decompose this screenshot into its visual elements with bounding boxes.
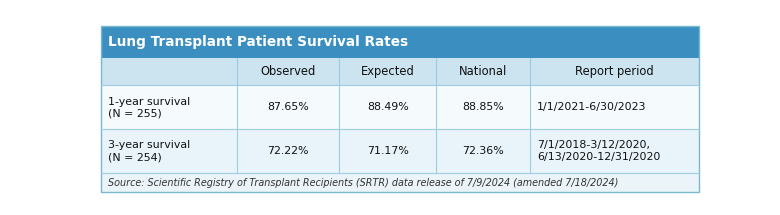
Text: Lung Transplant Patient Survival Rates: Lung Transplant Patient Survival Rates	[108, 35, 409, 49]
Text: 88.85%: 88.85%	[462, 102, 504, 112]
Text: 1-year survival
(N = 255): 1-year survival (N = 255)	[108, 97, 190, 118]
Bar	[101, 26, 699, 58]
Text: 72.22%: 72.22%	[268, 146, 309, 156]
Bar	[101, 129, 699, 173]
Text: Source: Scientific Registry of Transplant Recipients (SRTR) data release of 7/9/: Source: Scientific Registry of Transplan…	[108, 178, 619, 188]
Text: 88.49%: 88.49%	[367, 102, 409, 112]
Text: Expected: Expected	[361, 65, 414, 78]
Text: 71.17%: 71.17%	[367, 146, 409, 156]
Text: 72.36%: 72.36%	[462, 146, 504, 156]
Text: 3-year survival
(N = 254): 3-year survival (N = 254)	[108, 140, 190, 162]
Text: 1/1/2021-6/30/2023: 1/1/2021-6/30/2023	[537, 102, 647, 112]
Bar	[101, 173, 699, 192]
Text: Observed: Observed	[261, 65, 316, 78]
Text: 87.65%: 87.65%	[267, 102, 309, 112]
Bar	[101, 85, 699, 129]
Text: 7/1/2018-3/12/2020,
6/13/2020-12/31/2020: 7/1/2018-3/12/2020, 6/13/2020-12/31/2020	[537, 140, 661, 162]
Text: Report period: Report period	[575, 65, 654, 78]
Text: National: National	[459, 65, 507, 78]
Bar	[101, 58, 699, 85]
